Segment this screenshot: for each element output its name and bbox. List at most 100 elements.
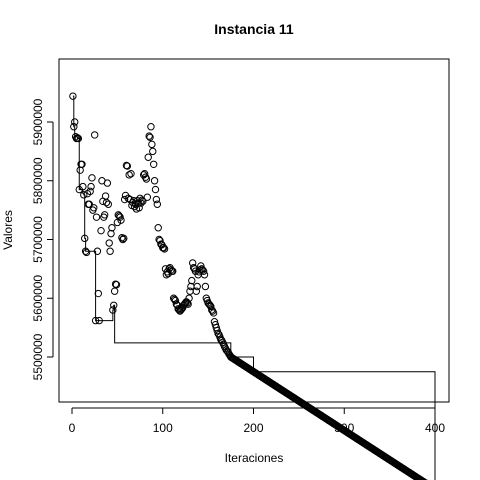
data-point <box>81 247 90 255</box>
data-point <box>101 192 110 200</box>
y-axis: 5500000 5600000 5700000 5800000 5900000 <box>31 98 54 380</box>
data-point <box>119 235 127 244</box>
data-point <box>105 239 113 247</box>
x-axis: 0 100 200 300 400 <box>69 407 445 435</box>
data-point <box>137 199 145 207</box>
data-point <box>193 282 201 291</box>
data-point <box>183 299 191 307</box>
data-point <box>106 247 114 255</box>
data-point <box>110 301 118 309</box>
data-point <box>172 300 181 308</box>
data-point <box>418 477 426 480</box>
data-point <box>148 140 156 149</box>
data-point <box>100 211 109 219</box>
y-tick-label: 5500000 <box>31 333 45 380</box>
data-point <box>169 267 177 275</box>
data-point <box>419 477 427 480</box>
y-tick-label: 5600000 <box>31 275 45 322</box>
data-point <box>187 282 195 291</box>
data-point <box>201 282 210 291</box>
data-point <box>117 216 125 224</box>
data-point <box>200 271 209 279</box>
data-point <box>71 118 79 126</box>
data-point <box>206 301 214 309</box>
data-point <box>123 162 132 170</box>
data-point <box>146 133 154 141</box>
data-point <box>154 224 162 232</box>
data-point <box>205 300 213 308</box>
data-point <box>147 123 155 131</box>
data-point <box>144 153 152 161</box>
data-point <box>170 295 179 304</box>
data-point <box>149 147 157 156</box>
data-point <box>160 245 169 253</box>
data-point <box>81 234 89 243</box>
data-point <box>70 123 78 131</box>
data-point <box>107 229 115 238</box>
data-point <box>80 191 88 199</box>
data-point <box>162 271 171 279</box>
data-point <box>199 267 208 275</box>
y-tick-label: 5700000 <box>31 216 45 263</box>
data-point <box>140 170 149 178</box>
data-point <box>150 177 159 185</box>
data-point <box>196 266 204 274</box>
data-point <box>421 478 428 480</box>
data-point <box>74 134 83 143</box>
data-point <box>102 198 111 207</box>
plot-area-frame <box>58 58 450 403</box>
data-point <box>110 287 119 295</box>
data-point <box>171 296 180 305</box>
data-point <box>79 182 87 191</box>
data-point <box>209 309 218 317</box>
data-point <box>69 92 77 100</box>
data-point <box>159 244 168 252</box>
y-tick-label: 5900000 <box>31 98 45 145</box>
data-point <box>78 160 86 169</box>
data-point <box>152 195 161 204</box>
x-tick-label: 0 <box>69 421 76 435</box>
data-point <box>153 200 162 208</box>
data-point <box>109 306 117 314</box>
data-point <box>120 195 129 204</box>
data-point <box>198 265 206 273</box>
data-point <box>87 182 95 191</box>
y-tick-label: 5800000 <box>31 157 45 204</box>
data-point <box>142 175 151 183</box>
best-value-step-line <box>72 95 436 480</box>
data-point <box>115 212 123 220</box>
data-point <box>108 224 116 232</box>
data-point <box>112 281 121 289</box>
data-point <box>90 204 98 212</box>
data-point <box>139 197 147 206</box>
data-point <box>214 329 222 338</box>
data-point <box>85 200 93 208</box>
data-point <box>92 213 101 221</box>
x-tick-label: 100 <box>153 421 173 435</box>
data-point <box>90 131 99 139</box>
data-point <box>82 248 91 257</box>
data-point <box>189 264 198 272</box>
data-point <box>207 302 215 311</box>
data-point <box>125 171 133 179</box>
data-point <box>91 316 100 325</box>
data-point <box>169 294 178 302</box>
data-point <box>103 179 112 187</box>
data-point <box>167 266 175 274</box>
data-point <box>120 234 128 243</box>
plot-marks <box>69 92 436 480</box>
data-point <box>95 316 103 325</box>
chart-title: Instancia 11 <box>214 21 294 37</box>
data-point <box>156 236 164 245</box>
data-point <box>116 213 124 221</box>
data-point <box>145 132 153 140</box>
x-axis-label: Iteraciones <box>225 451 284 465</box>
data-point <box>94 289 103 298</box>
data-point <box>127 170 135 178</box>
data-point <box>88 174 96 182</box>
data-point <box>104 200 113 208</box>
data-point <box>93 247 102 255</box>
data-point <box>185 294 193 302</box>
data-point <box>86 187 94 196</box>
